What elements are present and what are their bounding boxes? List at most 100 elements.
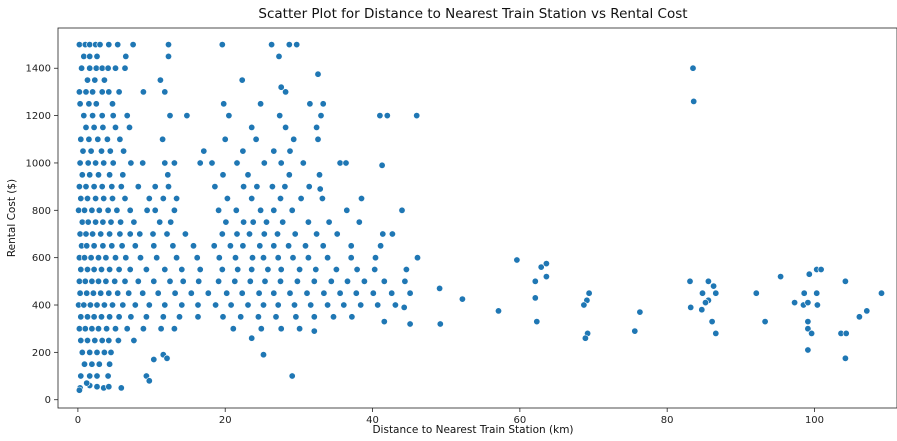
y-tick-label: 1200 — [26, 111, 51, 122]
data-point — [134, 183, 142, 191]
data-point — [109, 301, 117, 309]
data-point — [123, 325, 131, 333]
data-point — [105, 289, 113, 297]
data-point — [105, 41, 113, 49]
data-point — [698, 306, 706, 314]
data-point — [154, 289, 162, 297]
data-point — [240, 218, 248, 226]
x-tick-label: 60 — [513, 415, 526, 426]
data-point — [103, 135, 111, 143]
data-point — [238, 289, 246, 297]
data-point — [171, 289, 179, 297]
data-point — [329, 313, 337, 321]
data-point — [402, 265, 410, 273]
data-point — [233, 230, 241, 238]
data-point — [225, 112, 233, 120]
data-point — [227, 301, 235, 309]
data-point — [161, 265, 169, 273]
data-point — [161, 301, 169, 309]
data-point — [270, 206, 278, 214]
data-point — [264, 265, 272, 273]
data-point — [232, 254, 240, 262]
data-point — [275, 52, 283, 60]
data-point — [139, 159, 147, 167]
data-point — [89, 230, 97, 238]
data-point — [93, 301, 101, 309]
data-point — [232, 206, 240, 214]
data-point — [95, 360, 103, 368]
data-point — [84, 265, 92, 273]
data-point — [169, 242, 177, 250]
data-point — [119, 301, 127, 309]
data-point — [855, 313, 863, 321]
data-point — [106, 265, 114, 273]
data-point — [222, 218, 230, 226]
data-point — [357, 301, 365, 309]
data-point — [122, 254, 130, 262]
data-point — [84, 76, 92, 84]
data-point — [355, 218, 363, 226]
data-point — [270, 147, 278, 155]
data-point — [98, 88, 106, 96]
data-point — [86, 348, 94, 356]
data-point — [689, 64, 697, 72]
data-point — [78, 218, 86, 226]
data-point — [178, 301, 186, 309]
data-point — [86, 41, 94, 49]
data-point — [342, 159, 350, 167]
data-point — [369, 289, 377, 297]
data-point — [83, 379, 91, 387]
data-point — [701, 299, 709, 307]
data-point — [112, 325, 120, 333]
data-point — [77, 336, 85, 344]
data-point — [117, 384, 125, 392]
data-point — [109, 100, 117, 108]
x-tick-label: 100 — [805, 415, 824, 426]
data-point — [97, 230, 105, 238]
data-point — [106, 313, 114, 321]
data-point — [190, 242, 198, 250]
data-point — [458, 295, 466, 303]
data-point — [234, 265, 242, 273]
chart-title: Scatter Plot for Distance to Nearest Tra… — [258, 6, 687, 22]
data-point — [401, 277, 409, 285]
data-point — [285, 242, 293, 250]
data-point — [290, 135, 298, 143]
data-point — [246, 230, 254, 238]
data-point — [75, 325, 83, 333]
data-point — [712, 329, 720, 337]
data-point — [272, 313, 280, 321]
data-point — [195, 277, 203, 285]
data-point — [161, 88, 169, 96]
data-point — [211, 183, 219, 191]
data-point — [111, 277, 119, 285]
data-point — [75, 277, 83, 285]
data-point — [104, 64, 112, 72]
data-point — [293, 277, 301, 285]
data-point — [352, 289, 360, 297]
data-point — [282, 88, 290, 96]
data-point — [378, 161, 386, 169]
data-point — [223, 289, 231, 297]
data-point — [212, 301, 220, 309]
data-point — [103, 325, 111, 333]
data-point — [178, 265, 186, 273]
data-point — [313, 123, 321, 131]
data-point — [126, 265, 134, 273]
data-point — [84, 336, 92, 344]
data-point — [95, 325, 103, 333]
data-point — [95, 171, 103, 179]
data-point — [324, 254, 332, 262]
data-point — [164, 171, 172, 179]
y-tick-label: 400 — [32, 301, 51, 312]
data-point — [313, 230, 321, 238]
data-point — [105, 88, 113, 96]
data-point — [85, 100, 93, 108]
data-point — [131, 242, 139, 250]
data-point — [173, 254, 181, 262]
data-point — [131, 301, 139, 309]
data-point — [842, 329, 850, 337]
data-point — [194, 313, 202, 321]
data-point — [317, 112, 325, 120]
